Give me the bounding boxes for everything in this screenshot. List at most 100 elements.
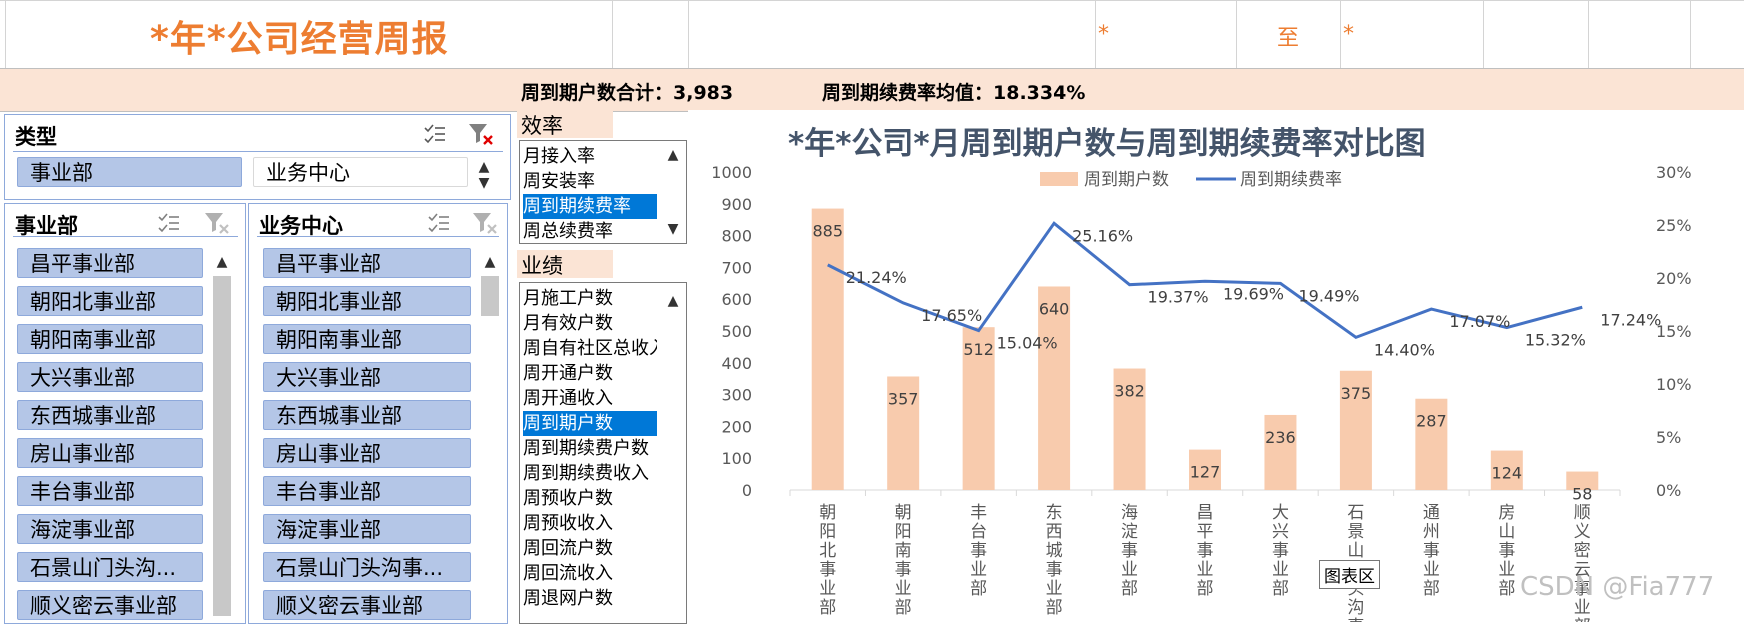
performance-listbox[interactable]: 月施工户数月有效户数周自有社区总收入 周开通户数周开通收入 周到期户数 周到期续费户数… [519, 282, 687, 624]
slicer-item[interactable]: 朝阳北事业部 [17, 286, 203, 316]
scroll-down-icon[interactable]: ▼ [478, 175, 490, 191]
slicer-item[interactable]: 顺义密云事业部 [263, 590, 471, 620]
slicer-item[interactable]: 大兴事业部 [17, 362, 203, 392]
y-left-tick-label: 600 [721, 290, 752, 309]
start-date-cell[interactable]: * [1098, 22, 1109, 47]
slicer-item[interactable]: 石景山门头沟事... [263, 552, 471, 582]
category-label: 昌平事业部 [1197, 503, 1214, 599]
scroll-up-icon[interactable]: ▲ [667, 293, 679, 309]
line-data-label: 17.07% [1449, 312, 1510, 331]
slicer-item[interactable]: 朝阳南事业部 [17, 324, 203, 354]
y-right-tick-label: 5% [1656, 428, 1681, 447]
slicer-item[interactable]: 房山事业部 [17, 438, 203, 468]
bar [1113, 368, 1146, 490]
category-label: 大兴事业部 [1272, 503, 1289, 599]
slicer-item[interactable]: 东西城事业部 [263, 400, 471, 430]
category-label: 朝阳南事业部 [895, 503, 912, 618]
y-right-tick-label: 25% [1656, 216, 1692, 235]
list-item[interactable]: 月有效户数 [523, 313, 613, 334]
bar-data-label: 382 [1114, 382, 1145, 401]
list-item[interactable]: 周预收户数 [523, 488, 613, 509]
list-item[interactable]: 月施工户数 [523, 288, 613, 309]
list-item[interactable]: 周到期续费率 [523, 194, 657, 219]
slicer-item[interactable]: 丰台事业部 [263, 476, 471, 506]
dept-slicer[interactable]: 事业部 昌平事业部 朝阳北事业部 朝阳南事业部 大兴事业部 东西城事业部 房山事业部 丰台事… [4, 203, 246, 624]
end-date-cell[interactable]: * [1343, 22, 1354, 47]
bar-data-label: 375 [1341, 384, 1372, 403]
slicer-item[interactable]: 东西城事业部 [17, 400, 203, 430]
category-label: 东西城事业部 [1046, 503, 1063, 618]
bar-data-label: 357 [888, 389, 919, 408]
slicer-item[interactable]: 大兴事业部 [263, 362, 471, 392]
slicer-item[interactable]: 朝阳北事业部 [263, 286, 471, 316]
list-item[interactable]: 周安装率 [523, 171, 595, 192]
bar-data-label: 885 [812, 222, 843, 241]
list-item[interactable]: 周预收收入 [523, 513, 613, 534]
list-item[interactable]: 周回流户数 [523, 538, 613, 559]
center-slicer[interactable]: 业务中心 昌平事业部 朝阳北事业部 朝阳南事业部 大兴事业部 东西城事业部 房山事业部 丰台… [248, 203, 508, 624]
scroll-up-icon[interactable]: ▲ [667, 147, 679, 163]
line-data-label: 19.49% [1298, 286, 1359, 305]
scroll-down-icon[interactable]: ▼ [667, 221, 679, 237]
line-data-label: 17.65% [921, 306, 982, 325]
slicer-item[interactable]: 顺义密云事业部 [17, 590, 203, 620]
bar [887, 376, 920, 490]
y-left-tick-label: 800 [721, 227, 752, 246]
list-item[interactable]: 周到期户数 [523, 411, 657, 436]
list-item[interactable]: 周自有社区总收入 [523, 338, 657, 359]
scroll-up-icon[interactable]: ▲ [484, 254, 496, 270]
line-data-label: 25.16% [1072, 226, 1133, 245]
scroll-up-icon[interactable]: ▲ [478, 159, 490, 175]
list-item[interactable]: 周开通收入 [523, 388, 613, 409]
clear-filter-icon[interactable] [471, 210, 499, 236]
multi-select-icon[interactable] [157, 212, 181, 234]
y-left-tick-label: 100 [721, 449, 752, 468]
type-item-dept[interactable]: 事业部 [17, 157, 242, 187]
slicer-item[interactable]: 丰台事业部 [17, 476, 203, 506]
summary-count: 周到期户数合计：3,983 [521, 82, 734, 104]
report-title: *年*公司经营周报 [150, 19, 449, 60]
bar [1189, 449, 1221, 490]
type-slicer[interactable]: 类型 事业部 业务中心 ▲ ▼ [4, 114, 511, 200]
chart-area[interactable] [688, 110, 1744, 622]
scrollbar-thumb[interactable] [213, 276, 231, 616]
bar [1264, 414, 1297, 490]
y-right-tick-label: 15% [1656, 322, 1692, 341]
list-item[interactable]: 周退网户数 [523, 588, 613, 609]
category-label: 顺义密云事业部 [1574, 503, 1591, 622]
slicer-item[interactable]: 海淀事业部 [17, 514, 203, 544]
efficiency-listbox[interactable]: 月接入率周安装率 周到期续费率 周总续费率 ▲ ▼ [519, 140, 687, 244]
slicer-item[interactable]: 朝阳南事业部 [263, 324, 471, 354]
list-item[interactable]: 月接入率 [523, 146, 595, 167]
scroll-up-icon[interactable]: ▲ [216, 254, 228, 270]
line-data-label: 17.24% [1600, 310, 1661, 329]
y-left-tick-label: 700 [721, 258, 752, 277]
list-item[interactable]: 周到期续费户数 [523, 438, 649, 459]
bar [1566, 471, 1599, 490]
multi-select-icon[interactable] [423, 123, 447, 145]
type-item-center[interactable]: 业务中心 [253, 157, 468, 187]
y-left-tick-label: 900 [721, 195, 752, 214]
multi-select-icon[interactable] [427, 212, 451, 234]
slicer-item[interactable]: 昌平事业部 [17, 248, 203, 278]
line-data-label: 14.40% [1374, 340, 1435, 359]
list-item[interactable]: 周总续费率 [523, 221, 613, 242]
slicer-item[interactable]: 昌平事业部 [263, 248, 471, 278]
bar-data-label: 124 [1492, 464, 1523, 483]
list-item[interactable]: 周回流收入 [523, 563, 613, 584]
bar [1415, 398, 1448, 490]
bar-data-label: 287 [1416, 412, 1447, 431]
line-data-label: 15.04% [997, 334, 1058, 353]
slicer-item[interactable]: 海淀事业部 [263, 514, 471, 544]
clear-filter-icon[interactable] [203, 210, 231, 236]
category-label: 朝阳北事业部 [819, 503, 836, 618]
bar-data-label: 512 [963, 340, 994, 359]
list-item[interactable]: 周开通户数 [523, 363, 613, 384]
y-right-tick-label: 10% [1656, 375, 1692, 394]
slicer-item[interactable]: 房山事业部 [263, 438, 471, 468]
clear-filter-icon[interactable] [467, 121, 495, 147]
scrollbar-thumb[interactable] [481, 276, 499, 316]
list-item[interactable]: 周到期续费收入 [523, 463, 649, 484]
slicer-item[interactable]: 石景山门头沟... [17, 552, 203, 582]
